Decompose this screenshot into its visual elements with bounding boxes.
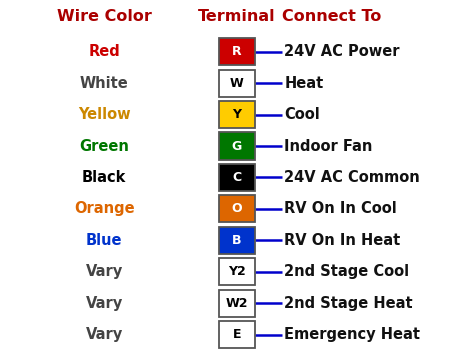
Text: RV On In Cool: RV On In Cool [284,201,397,216]
Text: Indoor Fan: Indoor Fan [284,139,373,154]
FancyBboxPatch shape [219,195,255,222]
Text: Vary: Vary [86,327,123,342]
FancyBboxPatch shape [219,321,255,348]
FancyBboxPatch shape [219,258,255,285]
Text: O: O [232,202,242,215]
Text: Red: Red [89,44,120,59]
FancyBboxPatch shape [219,38,255,65]
Text: White: White [80,76,128,91]
FancyBboxPatch shape [219,227,255,254]
Text: 2nd Stage Cool: 2nd Stage Cool [284,264,410,279]
Text: E: E [233,328,241,341]
Text: Black: Black [82,170,127,185]
Text: W2: W2 [226,297,248,310]
Text: Y2: Y2 [228,265,246,278]
Text: RV On In Heat: RV On In Heat [284,233,401,248]
FancyBboxPatch shape [219,132,255,160]
Text: G: G [232,140,242,152]
Text: 24V AC Power: 24V AC Power [284,44,400,59]
Text: Y: Y [233,108,241,121]
Text: B: B [232,234,242,247]
Text: Blue: Blue [86,233,123,248]
Text: Heat: Heat [284,76,324,91]
FancyBboxPatch shape [219,70,255,97]
Text: Yellow: Yellow [78,107,131,122]
FancyBboxPatch shape [219,164,255,191]
Text: Orange: Orange [74,201,135,216]
Text: Connect To: Connect To [282,9,382,24]
Text: Vary: Vary [86,264,123,279]
Text: 2nd Stage Heat: 2nd Stage Heat [284,296,413,311]
Text: Wire Color: Wire Color [57,9,152,24]
Text: Green: Green [79,139,129,154]
Text: 24V AC Common: 24V AC Common [284,170,420,185]
Text: Terminal: Terminal [198,9,276,24]
Text: Vary: Vary [86,296,123,311]
FancyBboxPatch shape [219,290,255,317]
Text: W: W [230,77,244,90]
Text: Emergency Heat: Emergency Heat [284,327,420,342]
Text: R: R [232,45,242,58]
Text: C: C [232,171,242,184]
Text: Cool: Cool [284,107,320,122]
FancyBboxPatch shape [219,101,255,128]
